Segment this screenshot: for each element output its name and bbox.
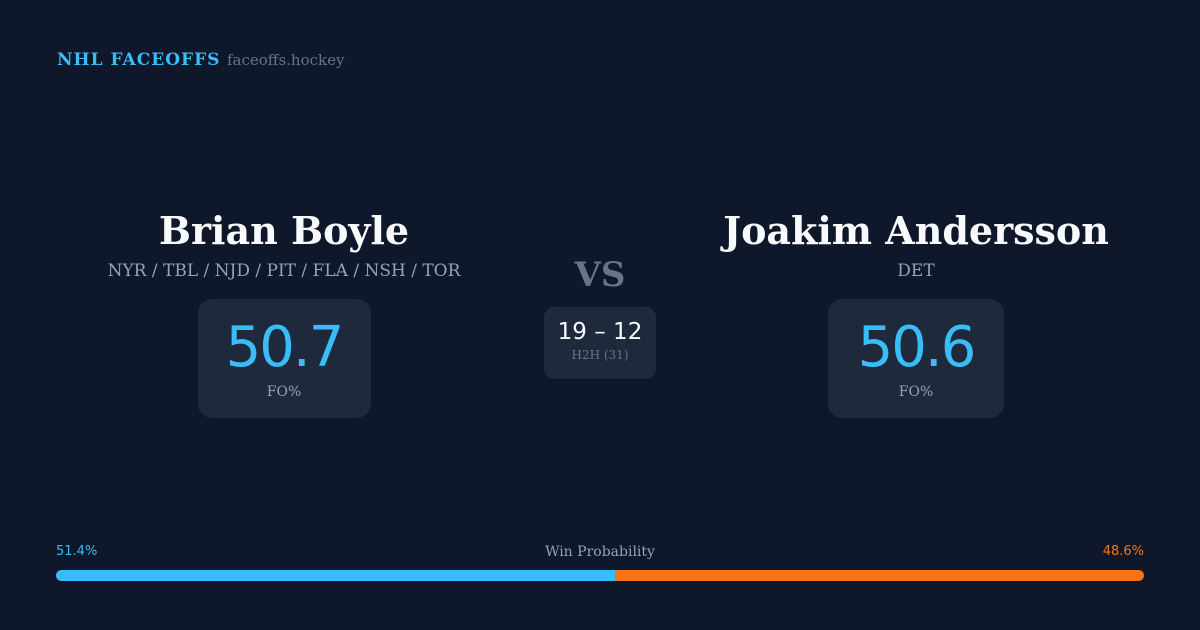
fo-pct: 50.7	[225, 315, 345, 380]
h2h-score: 19 – 12	[557, 319, 643, 345]
fo-label: FO%	[898, 384, 934, 400]
fo-pct: 50.6	[857, 315, 977, 380]
right-win-prob: 48.6%	[1102, 544, 1144, 559]
site-url: faceoffs.hockey	[227, 51, 345, 69]
player-name: Joakim Andersson	[723, 208, 1109, 253]
fo-card: 50.6 FO%	[828, 299, 1004, 418]
player-name: Brian Boyle	[158, 208, 410, 253]
fo-card: 50.7 FO%	[197, 299, 371, 418]
win-prob-right-fill	[615, 570, 1144, 581]
vs-label: VS	[574, 255, 626, 295]
fo-label: FO%	[266, 384, 302, 400]
win-prob-label: Win Probability	[545, 544, 655, 560]
player-teams: DET	[897, 261, 935, 281]
h2h-label: H2H (31)	[571, 348, 629, 362]
win-prob-bar	[56, 570, 1144, 581]
h2h-card: 19 – 12 H2H (31)	[544, 307, 656, 379]
player-right: Joakim Andersson DET 50.6 FO%	[686, 208, 1146, 418]
win-prob-left-fill	[56, 570, 616, 581]
player-teams: NYR / TBL / NJD / PIT / FLA / NSH / TOR	[107, 261, 461, 281]
brand-title: NHL FACEOFFS	[57, 50, 221, 70]
left-win-prob: 51.4%	[56, 544, 98, 559]
player-left: Brian Boyle NYR / TBL / NJD / PIT / FLA …	[54, 208, 514, 418]
